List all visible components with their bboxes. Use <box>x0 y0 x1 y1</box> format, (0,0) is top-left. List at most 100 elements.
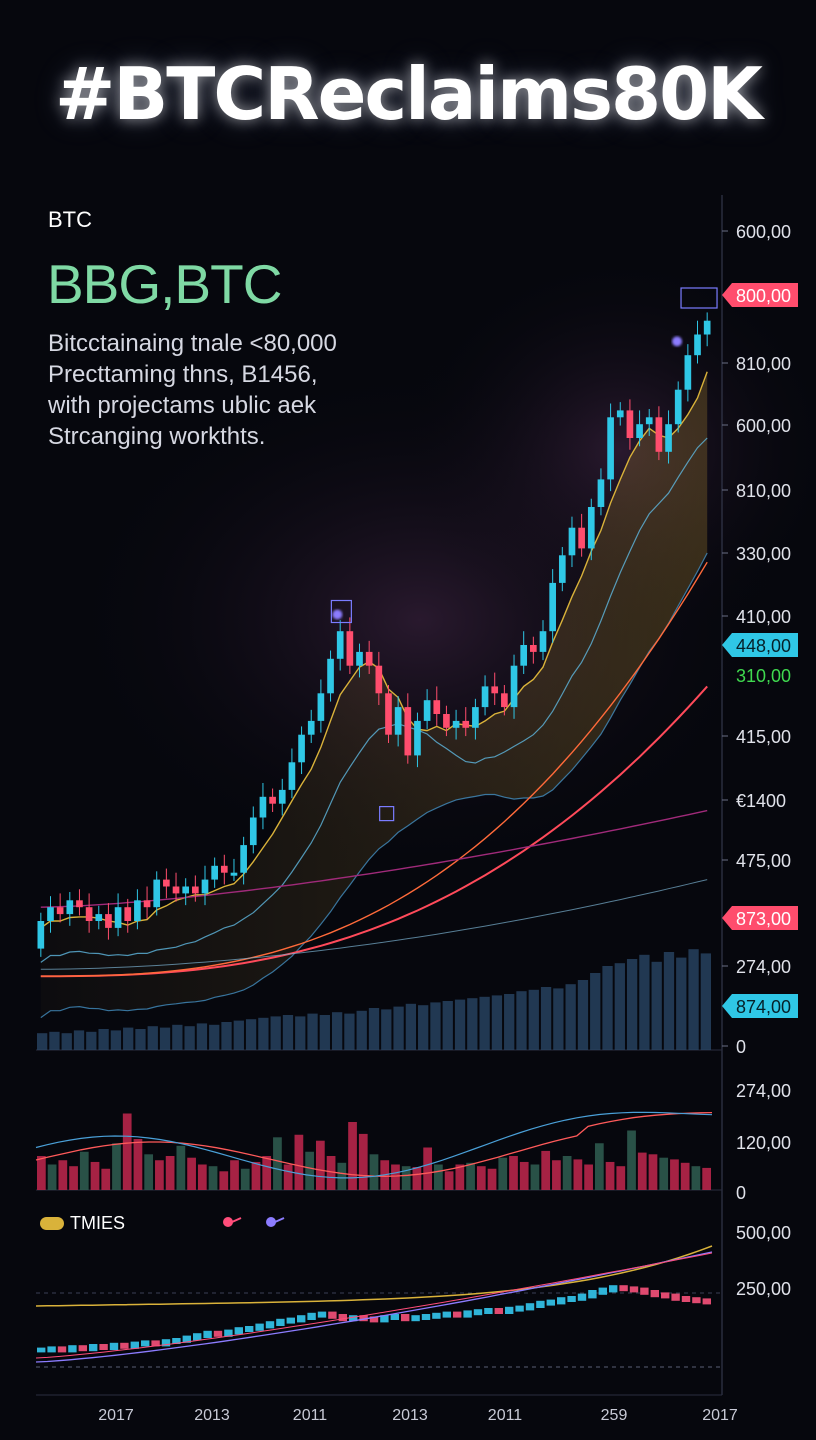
candle-body <box>259 796 267 818</box>
candle-body <box>163 879 170 887</box>
candle <box>481 675 489 716</box>
ma-fast-line <box>40 371 708 929</box>
oscillator-bar <box>584 1164 593 1190</box>
candle <box>153 871 161 916</box>
candle <box>259 783 267 830</box>
candle <box>626 399 634 450</box>
candle-body <box>356 651 363 666</box>
oscillator-bar <box>412 1167 422 1190</box>
candle-body <box>616 410 624 418</box>
volume-bar <box>209 1024 220 1050</box>
lower-candle <box>640 1287 649 1295</box>
lower-candle <box>494 1308 503 1314</box>
price-badge <box>722 906 798 930</box>
candle-body <box>346 631 354 666</box>
volume-bar <box>516 991 527 1050</box>
candle <box>134 889 141 930</box>
headline: #BTCReclaims80K <box>55 52 763 136</box>
oscillator-bar <box>369 1154 379 1190</box>
volume-bar <box>184 1026 195 1050</box>
lower-candle <box>401 1314 410 1322</box>
oscillator-bar <box>466 1162 475 1190</box>
oscillator-bar <box>691 1166 701 1190</box>
moving-average-bands <box>40 371 708 1019</box>
lower-candle <box>505 1306 514 1314</box>
price-badge <box>722 283 798 307</box>
lower-candle <box>702 1298 711 1305</box>
lower-candle <box>141 1340 150 1347</box>
volume-bar <box>221 1022 232 1050</box>
volume-bar <box>590 973 601 1050</box>
candle <box>230 858 238 881</box>
lower-candle <box>557 1297 566 1305</box>
candle-body <box>462 720 470 728</box>
lower-candle <box>307 1312 316 1320</box>
oscillator-bar <box>90 1161 100 1190</box>
oscillator-bar <box>305 1151 314 1190</box>
price-label: 415,00 <box>736 727 791 747</box>
oscillator-panel <box>35 1111 713 1190</box>
lower-candle <box>536 1300 545 1308</box>
volume-bar <box>577 980 589 1050</box>
lower-candle <box>629 1286 639 1293</box>
candle-body <box>404 707 412 756</box>
lower-candle <box>484 1308 493 1314</box>
candle-body <box>510 665 518 708</box>
oscillator-bar <box>251 1161 261 1190</box>
oscillator-bar <box>79 1151 89 1190</box>
price-badge-text: 800,00 <box>736 286 791 306</box>
oscillator-bar <box>155 1160 164 1190</box>
lower-candle <box>224 1329 233 1337</box>
oscillator-bar <box>37 1156 46 1190</box>
candle-body <box>66 900 74 915</box>
candle-body <box>249 817 257 846</box>
trend-line-blue <box>40 879 708 970</box>
description-block: Bitcctainaing tnale <80,000 Precttaming … <box>48 328 408 452</box>
oscillator-bar <box>208 1166 218 1190</box>
lower-candle <box>661 1292 670 1299</box>
candle-body <box>539 631 547 652</box>
volume-bar <box>344 1013 355 1050</box>
oscillator-label: 0 <box>736 1183 746 1203</box>
lower-candle <box>515 1305 524 1312</box>
oscillator-bar <box>348 1122 357 1190</box>
lower-candle <box>463 1310 472 1318</box>
candle-body <box>645 417 653 425</box>
candle <box>163 868 170 899</box>
pink-indicator-icon <box>223 1217 242 1227</box>
x-axis-label: 259 <box>601 1407 628 1424</box>
lower-label: 500,00 <box>736 1223 791 1243</box>
lower-candle <box>151 1340 160 1347</box>
candle-body <box>298 734 305 763</box>
candle-body <box>240 845 247 873</box>
lower-candle <box>359 1315 368 1322</box>
volume-bar <box>61 1033 72 1050</box>
candle <box>703 312 711 347</box>
candle-body <box>134 900 141 921</box>
oscillator-bar <box>498 1157 508 1190</box>
candle-body <box>501 693 508 708</box>
candle-body <box>192 886 199 894</box>
candle-body <box>95 914 103 921</box>
candle <box>452 709 460 740</box>
lower-candle <box>525 1303 535 1311</box>
lower-label: 250,00 <box>736 1279 791 1299</box>
candle-body <box>530 645 537 652</box>
volume-bar <box>467 998 478 1050</box>
candle-body <box>56 907 64 915</box>
oscillator-bar <box>659 1157 669 1190</box>
oscillator-bar <box>594 1143 604 1190</box>
candle-body <box>220 865 228 873</box>
candle-body <box>307 720 315 735</box>
candle <box>201 865 209 906</box>
peak-dot <box>332 609 343 620</box>
volume-bar <box>172 1024 183 1050</box>
volume-bar <box>676 957 687 1050</box>
candle <box>694 320 701 364</box>
volume-bar <box>602 966 613 1050</box>
description-line: Strcanging workthts. <box>48 423 266 450</box>
oscillator-bar <box>69 1166 78 1190</box>
candle <box>85 893 93 933</box>
lower-candle <box>172 1338 181 1344</box>
